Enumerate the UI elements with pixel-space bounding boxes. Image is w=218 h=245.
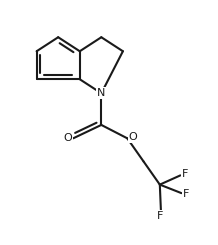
Text: F: F bbox=[157, 211, 164, 221]
Text: O: O bbox=[63, 133, 72, 143]
Text: N: N bbox=[97, 88, 106, 98]
Text: O: O bbox=[129, 132, 137, 142]
Text: F: F bbox=[183, 189, 189, 199]
Text: F: F bbox=[182, 169, 188, 179]
